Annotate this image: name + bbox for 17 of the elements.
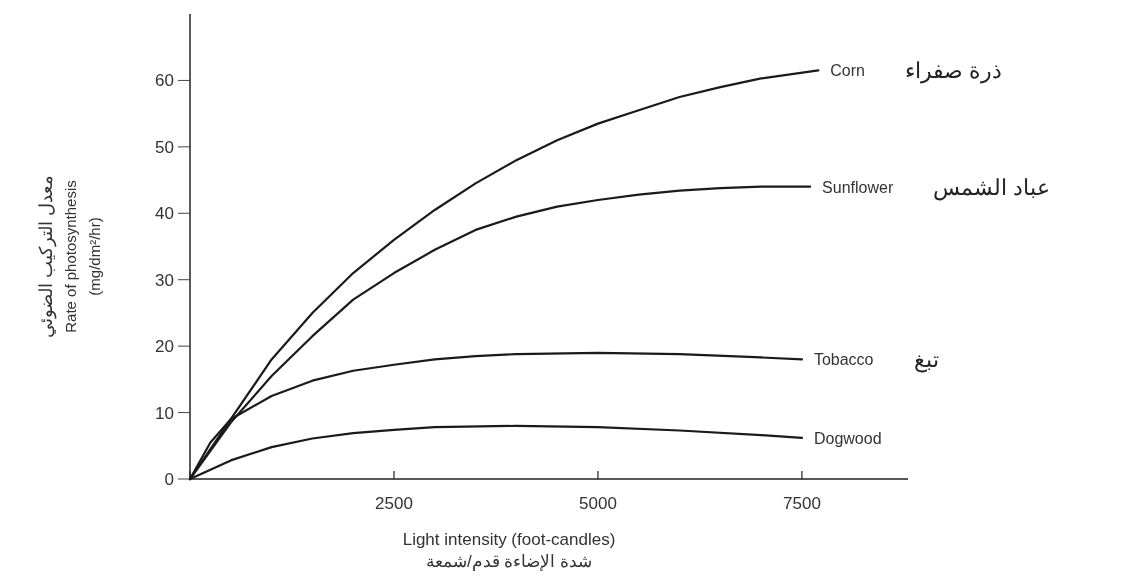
- y-tick-label: 30: [155, 270, 174, 290]
- series-label: Sunflower: [822, 178, 894, 196]
- y-tick-label: 0: [164, 470, 174, 489]
- y-tick-label: 50: [155, 137, 174, 157]
- annotation: ذرة صفراء: [904, 58, 1003, 85]
- x-tick-label: 5000: [579, 494, 617, 513]
- x-tick-label: 2500: [375, 494, 413, 513]
- series-label: Corn: [830, 62, 865, 80]
- text: عباد الشمس: [933, 174, 1051, 201]
- series-label: Dogwood: [813, 429, 882, 447]
- y-tick-label: 20: [155, 337, 174, 357]
- y-tick-label: 40: [155, 204, 174, 224]
- y-tick-label: 60: [155, 71, 174, 91]
- y-tick-label: 10: [155, 403, 174, 423]
- text: تبغ: [913, 347, 939, 374]
- x-tick-label: 7500: [783, 494, 821, 513]
- series-label: Tobacco: [813, 351, 874, 369]
